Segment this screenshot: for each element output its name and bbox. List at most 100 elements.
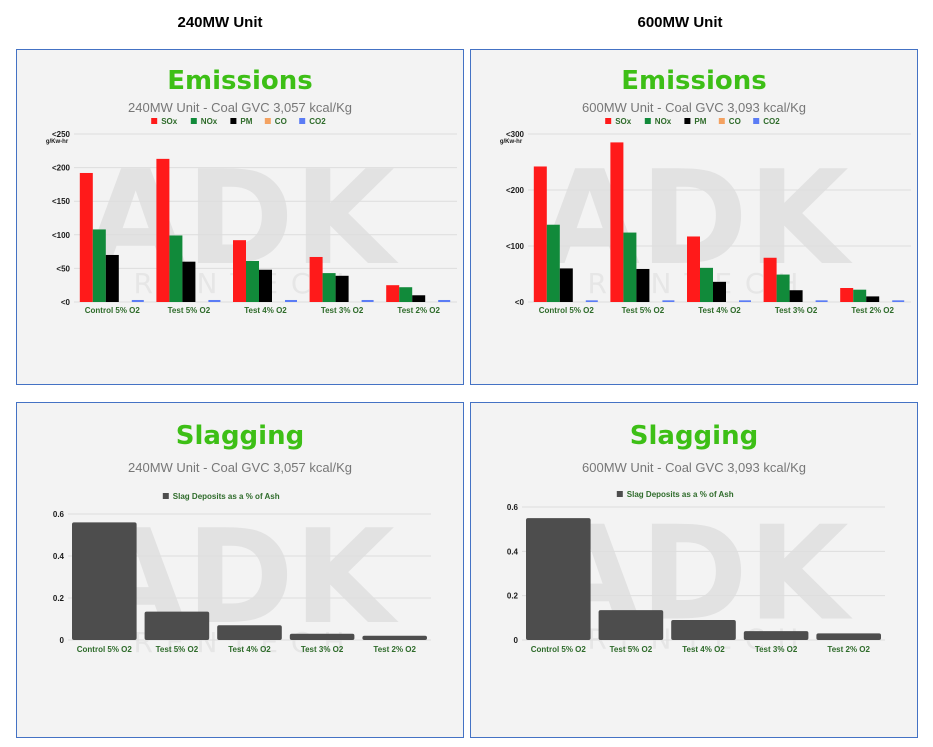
bar-pm-2 bbox=[713, 281, 726, 302]
y-tick-label: 0.2 bbox=[53, 594, 65, 603]
legend-label-co: CO bbox=[275, 117, 287, 126]
bar-co2-0 bbox=[585, 300, 598, 302]
bar-sox-1 bbox=[156, 158, 170, 302]
bar-slag-0 bbox=[526, 518, 591, 640]
y-tick-label: <150 bbox=[52, 197, 71, 206]
bar-co2-1 bbox=[208, 299, 221, 302]
y-tick-label: <0 bbox=[515, 298, 525, 307]
legend-label-co2: CO2 bbox=[309, 117, 326, 126]
x-tick-label: Test 5% O2 bbox=[156, 645, 199, 654]
bar-pm-1 bbox=[636, 268, 650, 302]
y-tick-label: 0.2 bbox=[507, 592, 519, 601]
y-tick-label: <0 bbox=[61, 298, 71, 307]
bar-slag-1 bbox=[598, 610, 664, 640]
bar-pm-3 bbox=[335, 275, 349, 302]
bar-co2-0 bbox=[131, 299, 144, 302]
legend-label-co2: CO2 bbox=[763, 117, 780, 126]
legend-label-nox: NOx bbox=[201, 117, 218, 126]
legend-swatch-nox bbox=[644, 118, 651, 124]
chart-title: Emissions bbox=[167, 66, 312, 96]
chart-subtitle: 240MW Unit - Coal GVC 3,057 kcal/Kg bbox=[128, 100, 352, 115]
legend: Slag Deposits as a % of Ash bbox=[616, 490, 734, 499]
bar-sox-3 bbox=[309, 256, 323, 302]
y-tick-label: 0.6 bbox=[507, 503, 519, 512]
bar-co2-4 bbox=[892, 300, 905, 302]
x-tick-label: Control 5% O2 bbox=[531, 645, 587, 654]
y-unit-label: g/Kw-hr bbox=[46, 139, 69, 145]
chart-title: Slagging bbox=[176, 421, 304, 451]
y-tick-label: <250 bbox=[52, 130, 71, 139]
legend-swatch-slag-deposits-as-a-of-ash bbox=[162, 493, 169, 499]
bar-pm-0 bbox=[105, 254, 119, 302]
legend-label-sox: SOx bbox=[161, 117, 178, 126]
bar-nox-3 bbox=[776, 274, 790, 302]
x-tick-label: Test 3% O2 bbox=[301, 645, 344, 654]
y-tick-label: <200 bbox=[506, 186, 525, 195]
bar-pm-3 bbox=[789, 290, 803, 302]
bar-nox-0 bbox=[546, 224, 560, 302]
x-tick-label: Test 4% O2 bbox=[228, 645, 271, 654]
bar-co2-1 bbox=[662, 300, 675, 302]
x-tick-label: Test 2% O2 bbox=[827, 645, 870, 654]
bar-sox-2 bbox=[233, 240, 246, 302]
x-tick-label: Test 5% O2 bbox=[610, 645, 653, 654]
x-tick-label: Test 2% O2 bbox=[373, 645, 416, 654]
bar-sox-1 bbox=[610, 142, 624, 302]
y-tick-label: <50 bbox=[56, 264, 70, 273]
bar-pm-4 bbox=[866, 296, 880, 302]
y-tick-label: <300 bbox=[506, 130, 525, 139]
y-tick-label: 0 bbox=[60, 636, 65, 645]
bar-co2-4 bbox=[438, 299, 451, 302]
legend-swatch-sox bbox=[151, 118, 158, 124]
legend: SOx NOx PM CO CO2 bbox=[605, 117, 780, 126]
bar-pm-1 bbox=[182, 261, 196, 302]
x-tick-label: Test 4% O2 bbox=[244, 306, 287, 315]
bar-pm-0 bbox=[559, 268, 573, 302]
bar-co2-3 bbox=[361, 299, 374, 302]
bar-co2-3 bbox=[815, 300, 828, 302]
y-tick-label: 0 bbox=[514, 636, 519, 645]
y-tick-label: 0.4 bbox=[507, 547, 519, 556]
bar-slag-3 bbox=[743, 631, 809, 640]
legend-swatch-co2 bbox=[753, 118, 760, 124]
legend: SOx NOx PM CO CO2 bbox=[151, 117, 326, 126]
chart-subtitle: 600MW Unit - Coal GVC 3,093 kcal/Kg bbox=[582, 460, 806, 475]
bar-slag-0 bbox=[72, 522, 137, 640]
chart-subtitle: 240MW Unit - Coal GVC 3,057 kcal/Kg bbox=[128, 460, 352, 475]
chart-subtitle: 600MW Unit - Coal GVC 3,093 kcal/Kg bbox=[582, 100, 806, 115]
bar-sox-4 bbox=[840, 288, 854, 302]
legend-label-slag-deposits-as-a-of-ash: Slag Deposits as a % of Ash bbox=[173, 492, 280, 501]
legend-swatch-co bbox=[264, 118, 271, 124]
legend-swatch-pm bbox=[230, 118, 237, 124]
legend-swatch-nox bbox=[190, 118, 197, 124]
bar-nox-1 bbox=[623, 232, 637, 302]
legend-swatch-sox bbox=[605, 118, 612, 124]
x-tick-label: Test 5% O2 bbox=[168, 306, 211, 315]
y-tick-label: 0.6 bbox=[53, 510, 65, 519]
bar-nox-0 bbox=[92, 229, 106, 302]
x-tick-label: Test 2% O2 bbox=[397, 306, 440, 315]
legend: Slag Deposits as a % of Ash bbox=[162, 492, 280, 501]
legend-label-pm: PM bbox=[694, 117, 706, 126]
panel-slagging-240mw: ADK R E N T E C H Slagging 240MW Unit - Coa… bbox=[16, 402, 464, 738]
x-tick-label: Control 5% O2 bbox=[539, 306, 595, 315]
legend-swatch-slag-deposits-as-a-of-ash bbox=[616, 491, 623, 497]
legend-label-nox: NOx bbox=[655, 117, 672, 126]
bar-slag-2 bbox=[671, 620, 736, 640]
bar-nox-4 bbox=[399, 287, 413, 302]
bar-sox-4 bbox=[386, 285, 400, 302]
x-tick-label: Control 5% O2 bbox=[85, 306, 141, 315]
bar-sox-2 bbox=[687, 236, 700, 302]
bar-nox-1 bbox=[169, 235, 183, 302]
bar-sox-0 bbox=[533, 166, 547, 302]
x-tick-label: Control 5% O2 bbox=[77, 645, 133, 654]
bar-slag-2 bbox=[217, 625, 282, 640]
x-tick-label: Test 2% O2 bbox=[851, 306, 894, 315]
bar-sox-0 bbox=[79, 172, 93, 302]
